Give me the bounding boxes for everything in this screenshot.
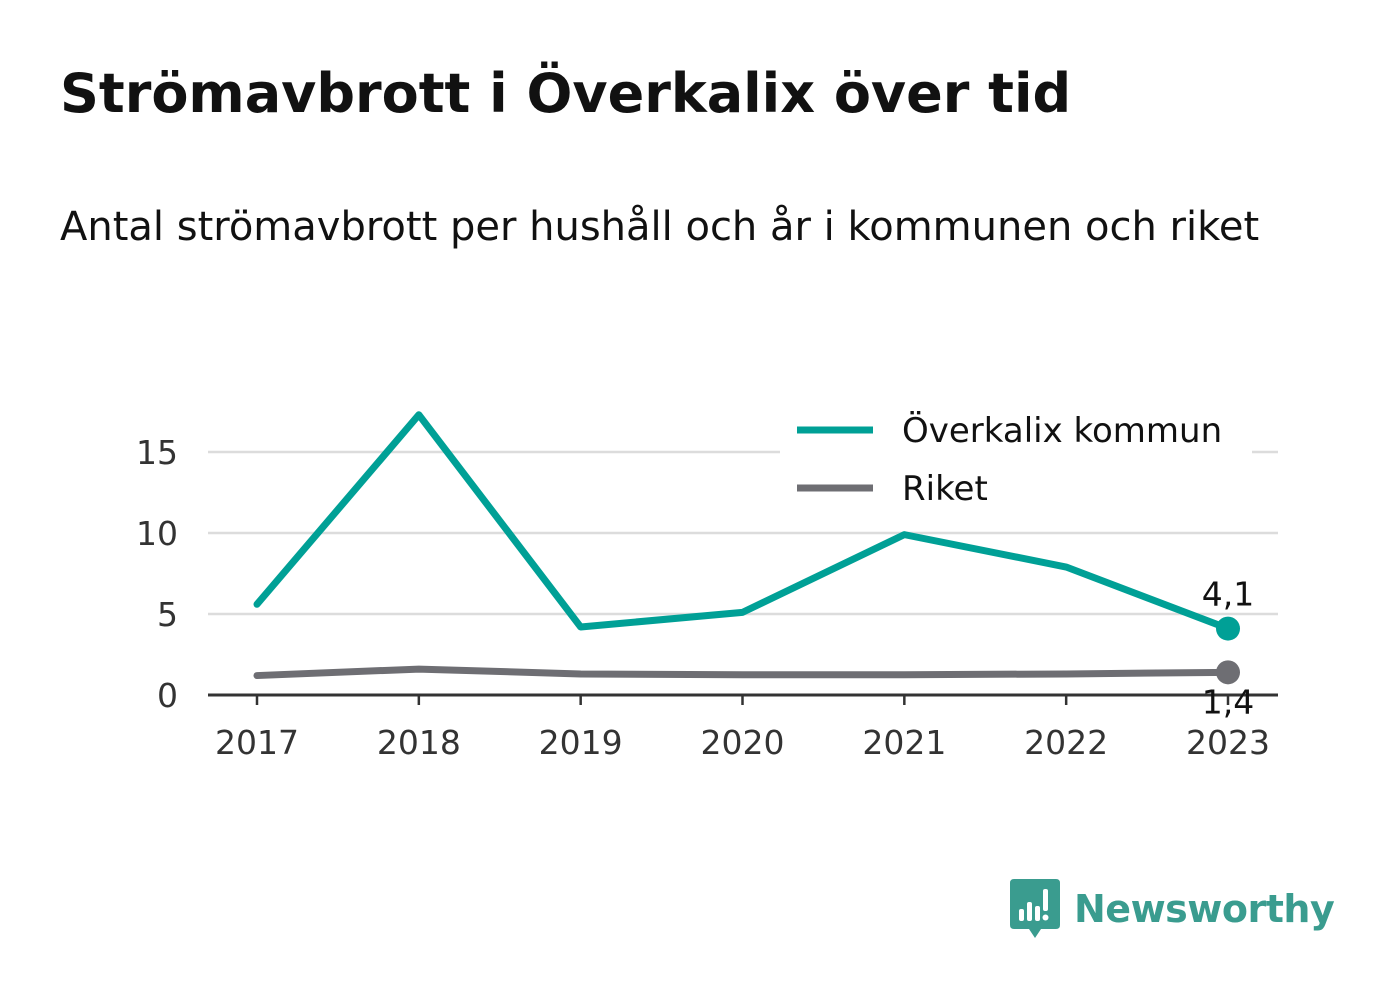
- bar-chart-speech-bubble-icon: [1010, 879, 1060, 938]
- line-chart: 0 5 10 15 2017 2018 2019 2020 2021 2022 2023 Överk…: [136, 402, 1278, 762]
- brand-name: Newsworthy: [1074, 887, 1335, 931]
- y-tick-label-10: 10: [136, 514, 178, 553]
- series-end-point-0: [1216, 616, 1240, 641]
- series-lines: [253, 411, 1240, 685]
- legend: Överkalix kommun Riket: [780, 402, 1252, 522]
- legend-background: [780, 402, 1252, 522]
- x-tick-label-2017: 2017: [215, 723, 299, 762]
- end-value-label-0: 4,1: [1202, 575, 1254, 614]
- x-tick-label-2021: 2021: [862, 723, 946, 762]
- series-line-0: [253, 411, 1232, 633]
- x-tick-label-2019: 2019: [539, 723, 623, 762]
- x-tick-label-2023: 2023: [1186, 723, 1270, 762]
- data-labels: 4,1 1,4: [1202, 575, 1254, 722]
- x-tick-label-2022: 2022: [1024, 723, 1108, 762]
- chart-title: Strömavbrott i Överkalix över tid: [60, 62, 1072, 125]
- axes: 0 5 10 15 2017 2018 2019 2020 2021 2022 2023: [136, 433, 1278, 762]
- x-tick-label-2020: 2020: [701, 723, 785, 762]
- series-end-point-1: [1216, 660, 1240, 685]
- y-tick-label-0: 0: [157, 676, 178, 715]
- legend-label-0: Överkalix kommun: [902, 410, 1222, 451]
- legend-label-1: Riket: [902, 469, 988, 509]
- y-tick-label-5: 5: [157, 595, 178, 634]
- end-value-label-1: 1,4: [1202, 682, 1254, 721]
- chart-subtitle: Antal strömavbrott per hushåll och år i …: [60, 204, 1260, 250]
- brand-logo: Newsworthy: [1010, 878, 1335, 940]
- y-tick-label-15: 15: [136, 433, 178, 472]
- x-tick-label-2018: 2018: [377, 723, 461, 762]
- series-line-1: [253, 665, 1232, 680]
